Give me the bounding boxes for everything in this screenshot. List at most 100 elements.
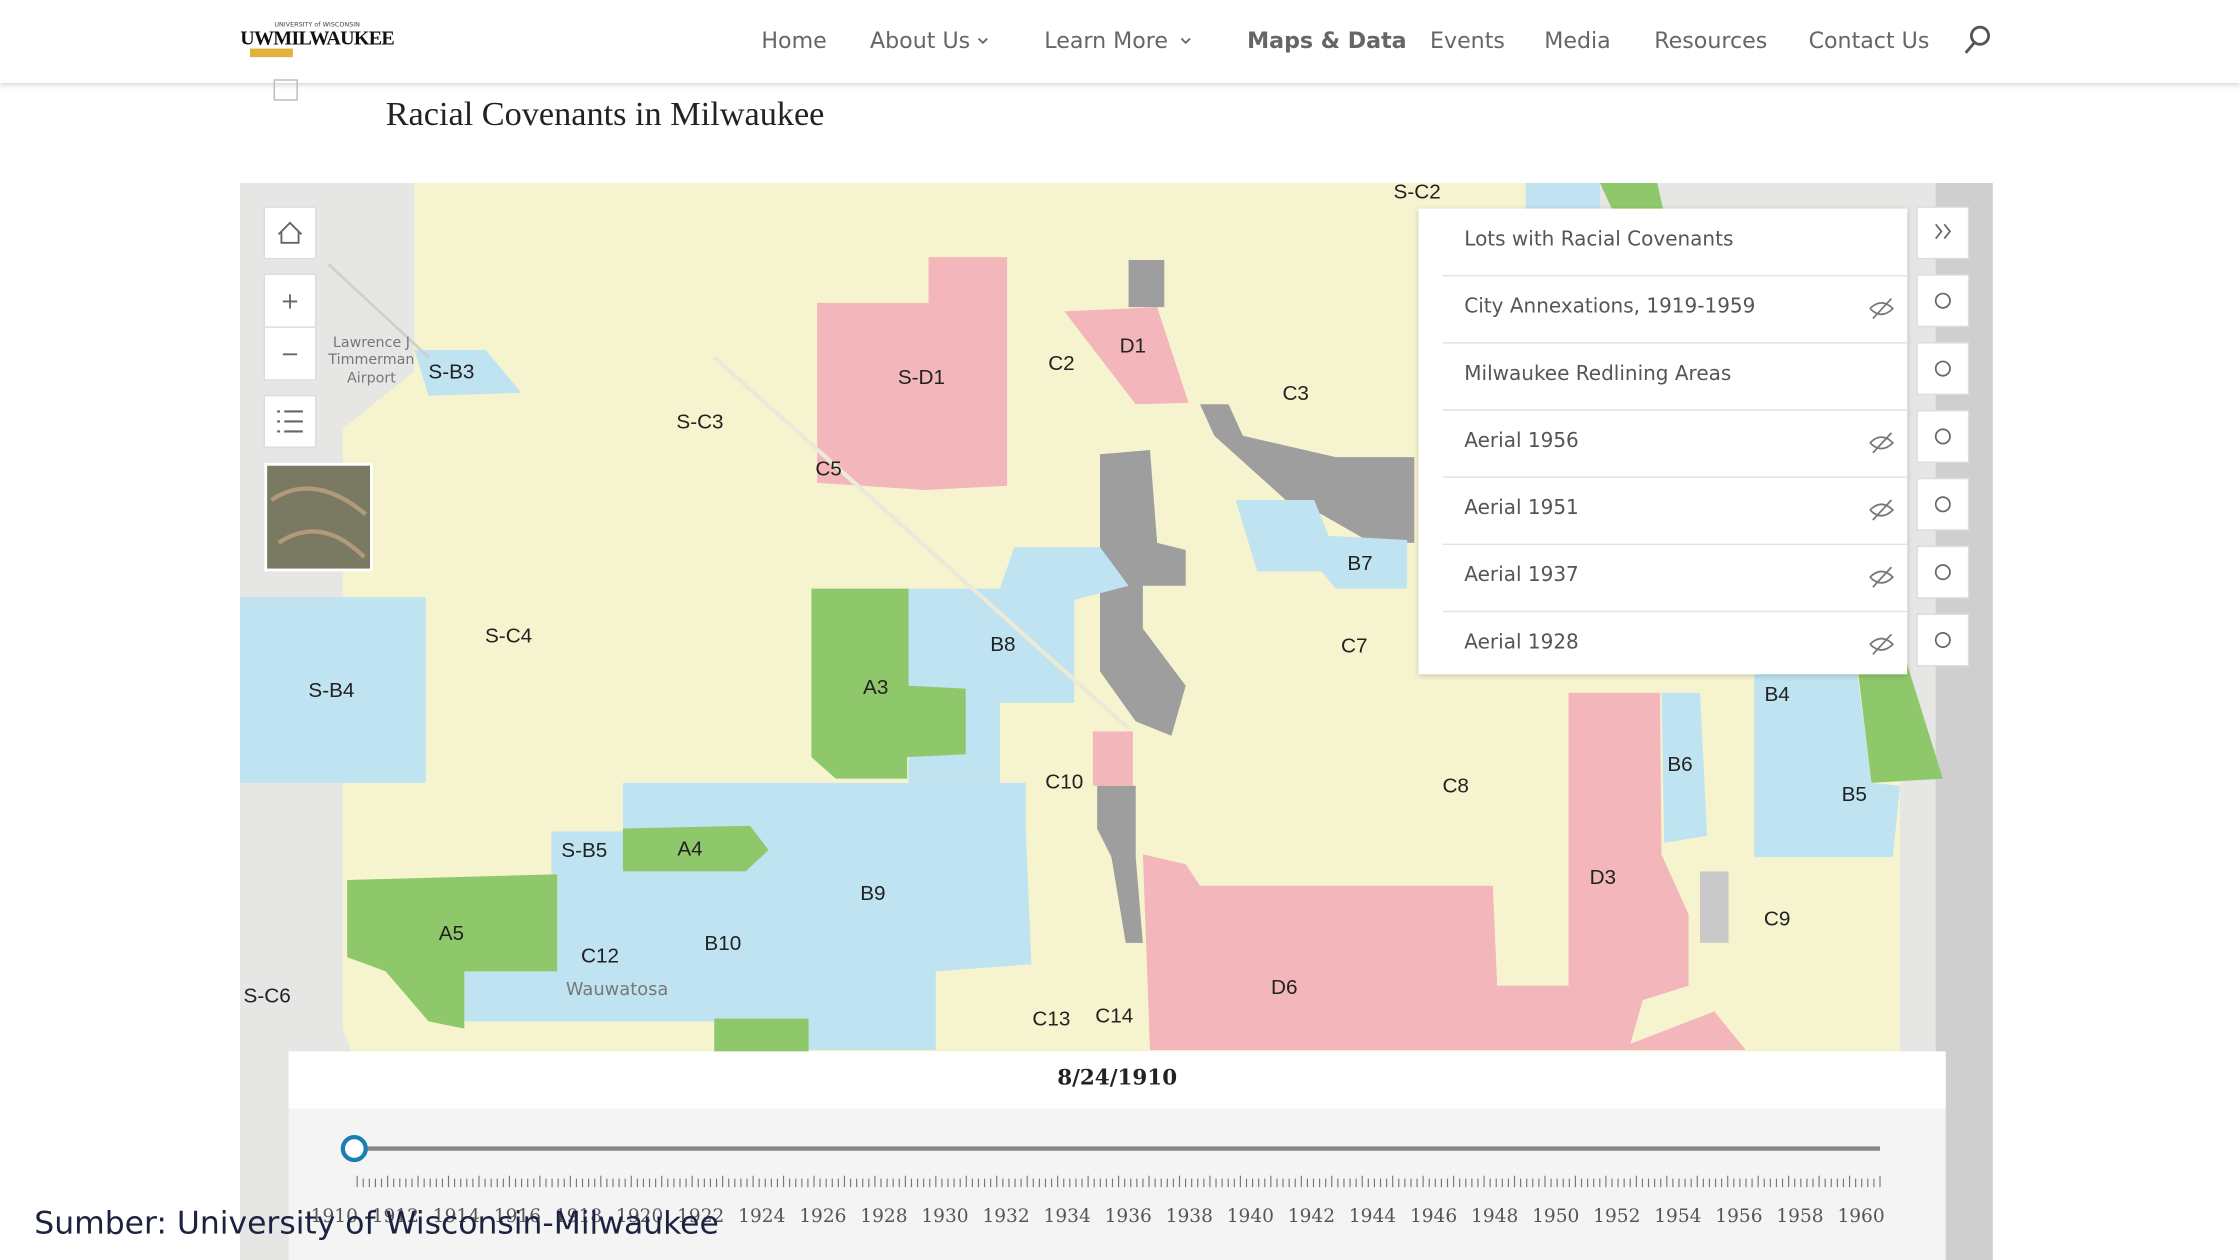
visibility-icon[interactable] bbox=[1869, 633, 1895, 655]
year-label: 1918 bbox=[555, 1206, 602, 1227]
year-label: 1922 bbox=[677, 1206, 724, 1227]
zone-label: C9 bbox=[1764, 907, 1790, 930]
zone-label: S-C2 bbox=[1394, 180, 1441, 203]
zone-label: A4 bbox=[677, 837, 702, 860]
zone-label: D6 bbox=[1271, 976, 1297, 999]
logo[interactable]: UWMILWAUKEE bbox=[240, 28, 395, 50]
zone-label: C3 bbox=[1282, 382, 1308, 405]
zone-label: S-C6 bbox=[244, 985, 291, 1008]
nav-link[interactable]: Resources bbox=[1654, 28, 1767, 54]
zone-label: S-D1 bbox=[898, 366, 945, 389]
year-label: 1952 bbox=[1593, 1206, 1640, 1227]
zone-label: C14 bbox=[1095, 1005, 1133, 1028]
zone-label: C13 bbox=[1032, 1007, 1070, 1030]
place-label: Lawrence J bbox=[333, 335, 410, 351]
year-label: 1950 bbox=[1532, 1206, 1579, 1227]
zone-label: S-C3 bbox=[676, 410, 723, 433]
tool-button[interactable] bbox=[1916, 477, 1970, 531]
tool-icon bbox=[1934, 428, 1951, 445]
basemap-thumbnail[interactable] bbox=[264, 462, 373, 572]
year-label: 1958 bbox=[1776, 1206, 1823, 1227]
tool-button[interactable] bbox=[1916, 410, 1970, 463]
zone-label: B6 bbox=[1667, 753, 1692, 776]
layer-name[interactable]: Aerial 1937 bbox=[1464, 562, 1578, 586]
tool-button[interactable] bbox=[1916, 274, 1970, 328]
caption: Sumber: University of Wisconsin-Milwauke… bbox=[34, 1205, 719, 1241]
layer-panel bbox=[1418, 208, 1908, 675]
dropdown-arrow bbox=[1180, 37, 1191, 45]
layer-name[interactable]: Milwaukee Redlining Areas bbox=[1464, 361, 1731, 385]
zone-label: B8 bbox=[990, 633, 1015, 656]
zone-label: C5 bbox=[815, 457, 841, 480]
zone-label: S-B5 bbox=[561, 839, 607, 862]
nav-link[interactable]: Learn More bbox=[1044, 28, 1168, 54]
tool-icon bbox=[1934, 564, 1951, 581]
nav-link[interactable]: Events bbox=[1430, 28, 1505, 54]
zone-label: B4 bbox=[1764, 683, 1789, 706]
layer-name[interactable]: Aerial 1956 bbox=[1464, 428, 1578, 452]
tool-button[interactable] bbox=[1916, 545, 1970, 599]
timeline-date: 8/24/1910 bbox=[1057, 1066, 1177, 1091]
place-label: Wauwatosa bbox=[566, 979, 668, 1000]
timeline-header bbox=[288, 1051, 1946, 1109]
year-label: 1916 bbox=[494, 1206, 541, 1227]
zone-label: B7 bbox=[1347, 552, 1372, 575]
year-label: 1910 bbox=[311, 1206, 358, 1227]
nav-link[interactable]: Home bbox=[761, 28, 826, 54]
nav-link[interactable]: Maps & Data bbox=[1247, 28, 1406, 54]
expand-icon[interactable] bbox=[1935, 223, 1952, 240]
zone-label: S-B4 bbox=[308, 679, 354, 702]
layer-name[interactable]: Lots with Racial Covenants bbox=[1464, 227, 1733, 251]
zone-label: C12 bbox=[581, 945, 619, 968]
nav-link[interactable]: Media bbox=[1544, 28, 1610, 54]
zone-label: D1 bbox=[1120, 335, 1146, 358]
tool-icon bbox=[1934, 360, 1951, 377]
visibility-icon[interactable] bbox=[1869, 432, 1895, 454]
search-icon[interactable] bbox=[1964, 25, 1990, 54]
layer-name[interactable]: Aerial 1928 bbox=[1464, 629, 1578, 653]
year-label: 1948 bbox=[1471, 1206, 1518, 1227]
year-label: 1932 bbox=[982, 1206, 1029, 1227]
visibility-icon[interactable] bbox=[1869, 297, 1895, 320]
year-label: 1930 bbox=[921, 1206, 968, 1227]
logo-small: UNIVERSITY of WISCONSIN bbox=[274, 20, 360, 28]
zone-label: D3 bbox=[1590, 866, 1616, 889]
home-button[interactable] bbox=[263, 206, 317, 260]
zone-label: B10 bbox=[704, 932, 741, 955]
year-label: 1944 bbox=[1349, 1206, 1396, 1227]
zone-label: C8 bbox=[1442, 775, 1468, 798]
year-label: 1928 bbox=[860, 1206, 907, 1227]
zone-label: S-C4 bbox=[485, 625, 532, 648]
layer-name[interactable]: Aerial 1951 bbox=[1464, 495, 1578, 519]
layer-name[interactable]: City Annexations, 1919-1959 bbox=[1464, 294, 1755, 318]
year-label: 1942 bbox=[1288, 1206, 1335, 1227]
visibility-icon[interactable] bbox=[1869, 499, 1895, 521]
year-label: 1954 bbox=[1654, 1206, 1701, 1227]
header bbox=[0, 0, 2240, 83]
visibility-icon[interactable] bbox=[1869, 566, 1895, 588]
year-label: 1912 bbox=[372, 1206, 419, 1227]
tool-button[interactable] bbox=[1916, 206, 1970, 260]
slider-thumb[interactable] bbox=[340, 1135, 368, 1163]
year-label: 1924 bbox=[738, 1206, 785, 1227]
year-label: 1920 bbox=[616, 1206, 663, 1227]
year-label: 1960 bbox=[1837, 1206, 1884, 1227]
year-label: 1914 bbox=[433, 1206, 480, 1227]
year-label: 1956 bbox=[1715, 1206, 1762, 1227]
page-title: Racial Covenants in Milwaukee bbox=[386, 95, 825, 133]
tool-icon bbox=[1934, 292, 1951, 309]
zone-label: A3 bbox=[863, 676, 888, 699]
nav-link[interactable]: About Us bbox=[870, 28, 970, 54]
year-label: 1926 bbox=[799, 1206, 846, 1227]
tool-icon bbox=[1934, 632, 1951, 648]
broken-image bbox=[273, 79, 298, 101]
zone-label: B9 bbox=[860, 882, 885, 905]
tool-button[interactable] bbox=[1916, 342, 1970, 395]
dropdown-arrow bbox=[977, 37, 988, 45]
year-label: 1934 bbox=[1044, 1206, 1091, 1227]
tool-button[interactable] bbox=[1916, 613, 1970, 667]
nav-link[interactable]: Contact Us bbox=[1809, 28, 1930, 54]
year-label: 1946 bbox=[1410, 1206, 1457, 1227]
